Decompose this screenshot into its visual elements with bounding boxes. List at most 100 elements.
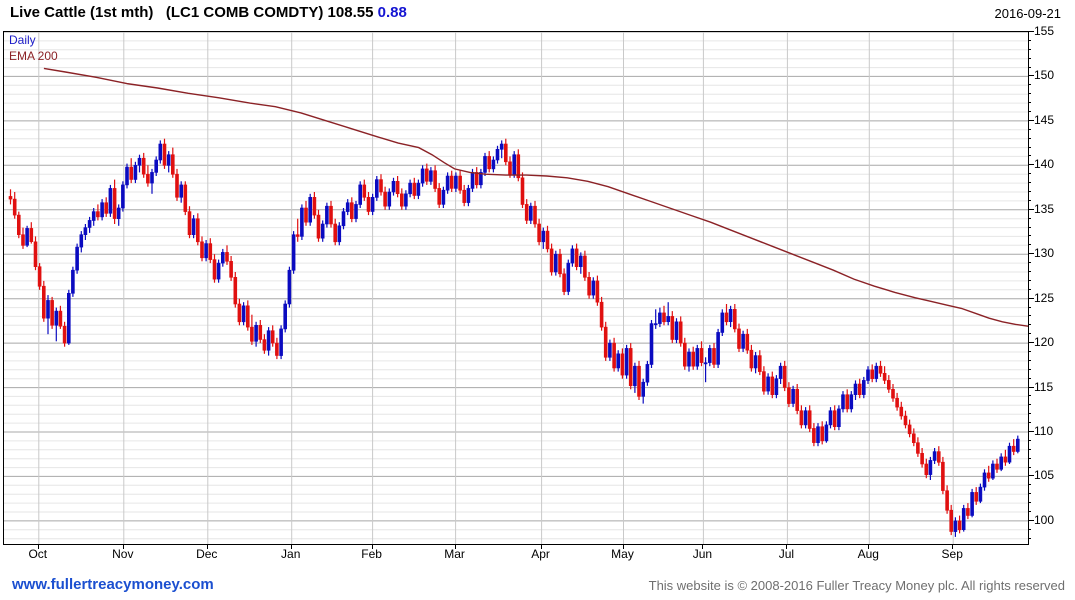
x-axis-tick-label: Dec — [196, 547, 218, 561]
y-axis-tick — [1028, 431, 1034, 432]
y-axis-minor-tick — [1028, 128, 1031, 130]
y-axis-tick-label: 150 — [1034, 68, 1055, 83]
price-chart-plot-area[interactable] — [3, 31, 1029, 545]
y-axis-tick — [1028, 475, 1034, 477]
x-axis-tick — [622, 544, 624, 549]
x-axis-tick — [702, 544, 704, 549]
y-axis-tick-label: 115 — [1034, 379, 1054, 394]
y-axis-minor-tick — [1028, 395, 1031, 397]
instrument-ticker: (LC1 COMB COMDTY) — [165, 4, 324, 21]
y-axis-minor-tick — [1028, 217, 1031, 219]
y-axis-tick — [1028, 75, 1034, 77]
y-axis-minor-tick — [1028, 93, 1031, 95]
y-axis-tick — [1028, 119, 1034, 121]
y-axis-minor-tick — [1028, 226, 1031, 228]
x-axis-tick — [868, 544, 870, 549]
y-axis-minor-tick — [1028, 333, 1031, 335]
y-axis-minor-tick — [1028, 279, 1031, 281]
y-axis-tick — [1028, 519, 1034, 521]
y-axis-minor-tick — [1028, 262, 1031, 264]
x-axis-tick-label: Sep — [941, 547, 963, 561]
x-axis-tick-label: Aug — [857, 547, 879, 561]
y-axis-minor-tick — [1028, 457, 1031, 459]
x-axis-tick-label: Jan — [281, 547, 301, 561]
last-price: 108.55 — [327, 4, 374, 21]
y-axis-minor-tick — [1028, 315, 1031, 317]
y-axis-tick-label: 155 — [1034, 24, 1055, 38]
y-axis-tick-label: 110 — [1034, 424, 1054, 438]
x-axis-tick-label: Mar — [444, 547, 465, 561]
y-axis-minor-tick — [1028, 368, 1031, 370]
y-axis-tick-label: 105 — [1034, 468, 1055, 483]
site-url[interactable]: www.fullertreacymoney.com — [12, 576, 214, 593]
y-axis-minor-tick — [1028, 66, 1031, 68]
y-axis-minor-tick — [1028, 199, 1031, 201]
instrument-name: Live Cattle (1st mth) — [10, 4, 154, 21]
legend-interval: Daily — [9, 33, 36, 47]
ema200-line — [43, 67, 1028, 327]
x-axis-tick-label: Apr — [531, 547, 550, 561]
y-axis-minor-tick — [1028, 48, 1031, 50]
candles — [8, 138, 1020, 537]
y-axis-minor-tick — [1028, 413, 1031, 415]
y-axis-minor-tick — [1028, 271, 1031, 272]
y-axis-tick — [1028, 253, 1034, 255]
x-axis-tick — [122, 544, 124, 549]
x-axis-tick — [540, 544, 542, 549]
y-axis-tick-label: 140 — [1034, 157, 1055, 172]
y-axis-minor-tick — [1028, 111, 1031, 112]
x-axis-tick-label: Jul — [778, 547, 795, 561]
y-axis-minor-tick — [1028, 537, 1031, 539]
y-axis-minor-tick — [1028, 377, 1031, 379]
x-axis-tick-label: Feb — [361, 547, 382, 561]
as-of-date: 2016-09-21 — [994, 6, 1062, 21]
x-axis-tick — [37, 544, 39, 549]
y-axis-minor-tick — [1028, 155, 1031, 157]
x-axis-tick-label: Nov — [112, 547, 134, 561]
x-axis-tick — [290, 544, 292, 549]
y-axis-tick-label: 100 — [1034, 512, 1055, 527]
y-axis-minor-tick — [1028, 511, 1031, 512]
price-change: 0.88 — [377, 4, 407, 21]
x-axis-tick — [952, 544, 954, 549]
y-axis-minor-tick — [1028, 137, 1031, 139]
y-axis-minor-tick — [1028, 182, 1031, 184]
x-axis-tick — [371, 544, 373, 549]
y-axis-tick-label: 135 — [1034, 201, 1055, 216]
y-axis-minor-tick — [1028, 244, 1031, 246]
y-axis-minor-tick — [1028, 235, 1031, 237]
y-axis-minor-tick — [1028, 324, 1031, 326]
page-footer: www.fullertreacymoney.com This website i… — [0, 572, 1075, 600]
y-axis-minor-tick — [1028, 57, 1031, 59]
x-axis-tick — [786, 544, 788, 549]
y-axis-minor-tick — [1028, 351, 1031, 352]
x-axis-tick-label: Oct — [28, 547, 48, 561]
y-axis-minor-tick — [1028, 146, 1031, 148]
chart-header: Live Cattle (1st mth) (LC1 COMB COMDTY) … — [0, 0, 1075, 28]
y-axis-tick — [1028, 297, 1034, 299]
y-axis-tick — [1028, 342, 1034, 344]
y-axis-minor-tick — [1028, 439, 1031, 441]
y-axis-tick-label: 120 — [1034, 335, 1055, 350]
y-axis-tick-label: 130 — [1034, 246, 1055, 261]
y-axis-minor-tick — [1028, 502, 1031, 504]
y-axis-tick — [1028, 31, 1034, 32]
legend-ema200: EMA 200 — [9, 49, 58, 63]
y-axis-minor-tick — [1028, 528, 1031, 530]
y-axis-tick — [1028, 386, 1034, 388]
y-axis-tick-label: 145 — [1034, 112, 1055, 127]
y-axis-tick — [1028, 208, 1034, 210]
y-axis-minor-tick — [1028, 422, 1031, 424]
y-axis-minor-tick — [1028, 404, 1031, 406]
y-axis-minor-tick — [1028, 306, 1031, 308]
y-axis-minor-tick — [1028, 493, 1031, 495]
y-axis-minor-tick — [1028, 448, 1031, 450]
x-axis-tick — [454, 544, 456, 549]
y-axis-minor-tick — [1028, 173, 1031, 175]
candlestick-canvas — [4, 32, 1028, 544]
y-axis-minor-tick — [1028, 484, 1031, 486]
y-axis-minor-tick — [1028, 102, 1031, 104]
page-title: Live Cattle (1st mth) (LC1 COMB COMDTY) … — [10, 4, 407, 21]
y-axis-tick-label: 125 — [1034, 290, 1055, 305]
